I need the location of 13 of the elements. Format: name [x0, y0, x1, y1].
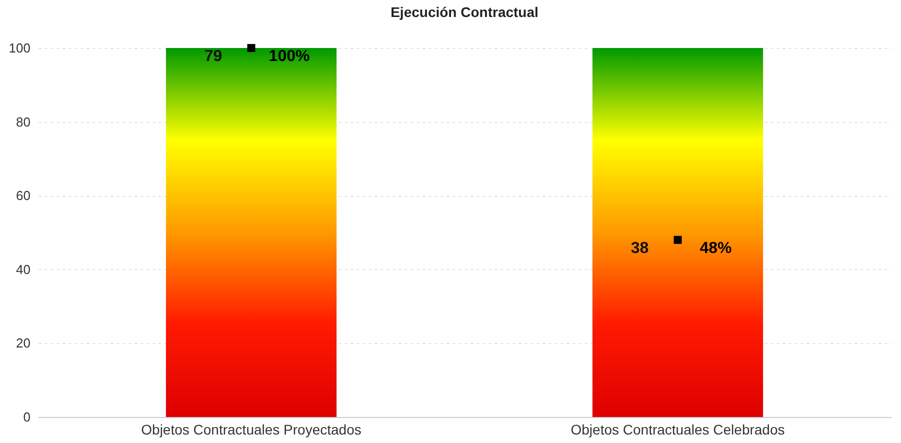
y-tick-label: 20: [16, 336, 30, 351]
annotation: 38: [630, 240, 649, 257]
data-label: 48%: [700, 240, 732, 257]
annotation: 79: [204, 48, 222, 65]
y-tick-label: 80: [16, 114, 30, 130]
y-tick-label: 60: [16, 188, 30, 204]
y-tick-label: 100: [8, 40, 30, 56]
x-tick-label: Objetos Contractuales Proyectados: [141, 422, 362, 438]
data-label: 100%: [268, 48, 310, 65]
y-tick-label: 0: [23, 410, 30, 424]
y-tick-label: 40: [16, 262, 30, 277]
chart-title: Ejecución Contractual: [390, 4, 538, 20]
x-tick-label: Objetos Contractuales Celebrados: [570, 422, 785, 438]
